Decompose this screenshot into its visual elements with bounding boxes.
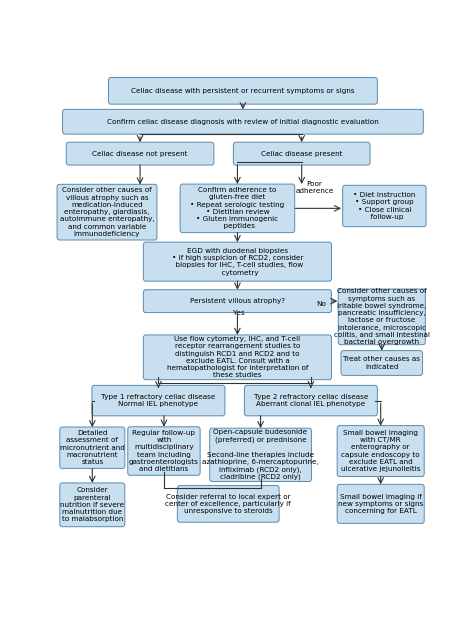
Text: Persistent villous atrophy?: Persistent villous atrophy?: [190, 298, 285, 304]
FancyBboxPatch shape: [60, 427, 125, 468]
FancyBboxPatch shape: [233, 142, 370, 165]
Text: Consider other causes of
symptoms such as
iritable bowel syndrome,
pancreatic in: Consider other causes of symptoms such a…: [334, 289, 430, 345]
Text: Consider
parenteral
nutrition if severe
malnutrition due
to malabsorption: Consider parenteral nutrition if severe …: [60, 488, 124, 522]
Text: No: No: [316, 302, 326, 308]
Text: Yes: Yes: [233, 310, 244, 316]
FancyBboxPatch shape: [60, 483, 125, 527]
Text: Use flow cytometry, IHC, and T-cell
receptor rearrangement studies to
distinguis: Use flow cytometry, IHC, and T-cell rece…: [167, 336, 308, 378]
FancyBboxPatch shape: [128, 427, 200, 475]
Text: Consider other causes of
villous atrophy such as
medication-induced
enteropathy,: Consider other causes of villous atrophy…: [60, 187, 155, 237]
Text: Detailed
assessment of
micronutrient and
macronutrient
status: Detailed assessment of micronutrient and…: [60, 430, 125, 465]
FancyBboxPatch shape: [63, 109, 423, 134]
FancyBboxPatch shape: [180, 184, 295, 232]
Text: • Diet instruction
• Support group
• Close clinical
  follow-up: • Diet instruction • Support group • Clo…: [353, 192, 416, 220]
FancyBboxPatch shape: [177, 486, 279, 522]
Text: Confirm celiac disease diagnosis with review of initial diagnostic evaluation: Confirm celiac disease diagnosis with re…: [107, 119, 379, 125]
Text: Consider referral to local expert or
center of excellence, particularly if
unres: Consider referral to local expert or cen…: [165, 494, 291, 514]
FancyBboxPatch shape: [143, 335, 331, 379]
FancyBboxPatch shape: [66, 142, 214, 165]
FancyBboxPatch shape: [92, 386, 225, 416]
Text: Treat other causes as
indicated: Treat other causes as indicated: [343, 357, 420, 370]
FancyBboxPatch shape: [210, 428, 311, 481]
FancyBboxPatch shape: [143, 242, 331, 281]
FancyBboxPatch shape: [57, 184, 157, 240]
Text: Open-capsule budesonide
(preferred) or prednisone

Second-line therapies include: Open-capsule budesonide (preferred) or p…: [202, 430, 319, 480]
FancyBboxPatch shape: [337, 426, 424, 476]
Text: Celiac disease with persistent or recurrent symptoms or signs: Celiac disease with persistent or recurr…: [131, 88, 355, 94]
FancyBboxPatch shape: [337, 485, 424, 523]
Text: Confirm adherence to
gluten-free diet
• Repeat serologic testing
• Dietitian rev: Confirm adherence to gluten-free diet • …: [190, 187, 284, 229]
FancyBboxPatch shape: [343, 185, 426, 227]
Text: Poor
adherence: Poor adherence: [295, 181, 334, 194]
Text: Type 2 refractory celiac disease
Aberrant clonal IEL phenotype: Type 2 refractory celiac disease Aberran…: [254, 394, 368, 407]
FancyBboxPatch shape: [245, 386, 377, 416]
FancyBboxPatch shape: [338, 289, 425, 345]
Text: Regular follow-up
with
multidisciplinary
team including
gastroenterologists
and : Regular follow-up with multidisciplinary…: [129, 430, 199, 472]
FancyBboxPatch shape: [109, 77, 377, 104]
FancyBboxPatch shape: [143, 290, 331, 313]
Text: Celiac disease not present: Celiac disease not present: [92, 151, 188, 156]
Text: Type 1 refractory celiac disease
Normal IEL phenotype: Type 1 refractory celiac disease Normal …: [101, 394, 216, 407]
FancyBboxPatch shape: [341, 350, 422, 375]
Text: Celiac disease present: Celiac disease present: [261, 151, 342, 156]
Text: EGD with duodenal biopsies
• If high suspicion of RCD2, consider
  biopsies for : EGD with duodenal biopsies • If high sus…: [172, 248, 303, 276]
Text: Small bowel imaging
with CT/MR
enterography or
capsule endoscopy to
exclude EATL: Small bowel imaging with CT/MR enterogra…: [341, 430, 420, 472]
Text: Small bowel imaging if
new symptoms or signs
concerning for EATL: Small bowel imaging if new symptoms or s…: [338, 494, 423, 514]
